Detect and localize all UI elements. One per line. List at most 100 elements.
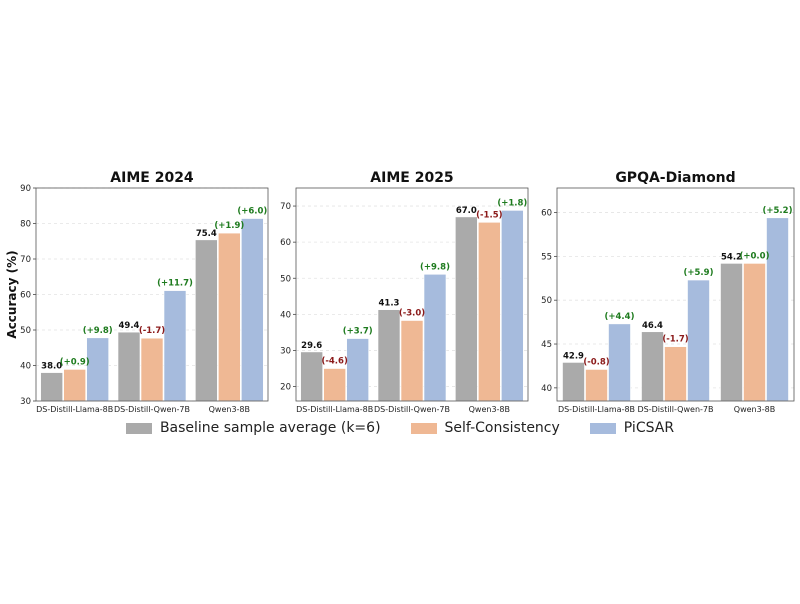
y-tick-label-2-0: 20 [280,383,291,393]
delta-label-2-self-consistency-2: (-3.0) [399,308,425,318]
delta-label-3-picsar-3: (+5.2) [763,206,793,216]
x-tick-label-2-3: Qwen3-8B [469,405,510,414]
x-tick-label-3-1: DS-Distill-Llama-8B [558,405,635,414]
bar-2-picsar-2 [423,273,447,402]
legend: Baseline sample average (k=6) Self-Consi… [0,416,800,440]
bar-3-self-consistency-1 [585,369,608,402]
y-tick-label-2-4: 60 [280,238,291,248]
delta-label-2-picsar-1: (+3.7) [343,327,373,337]
bar-2-baseline-2 [377,309,401,402]
bar-3-picsar-1 [608,323,631,402]
y-axis-label: Accuracy (%) [5,250,19,338]
legend-swatch-baseline [125,422,152,434]
y-tick-label-1-6: 90 [20,184,31,194]
legend-item-baseline: Baseline sample average (k=6) [125,420,381,436]
bar-3-picsar-3 [766,217,789,402]
y-tick-label-1-1: 40 [20,362,31,372]
y-tick-label-2-3: 50 [280,274,291,284]
value-label-1-2: 49.4 [119,321,140,331]
bar-1-picsar-3 [241,218,264,402]
bar-3-self-consistency-2 [664,346,687,402]
delta-label-1-self-consistency-1: (+0.9) [60,357,90,367]
delta-label-3-self-consistency-2: (-1.7) [662,335,688,345]
bar-3-baseline-1 [562,362,585,402]
delta-label-1-picsar-2: (+11.7) [157,279,193,289]
value-label-1-1: 38.0 [41,362,62,372]
y-tick-label-3-0: 40 [541,384,552,394]
bar-1-picsar-2 [163,290,187,402]
y-tick-label-1-4: 70 [20,255,31,265]
y-tick-label-3-1: 45 [541,340,552,350]
value-label-3-3: 54.2 [721,252,742,262]
bar-1-baseline-1 [40,372,63,402]
y-tick-label-2-1: 30 [280,346,291,356]
delta-label-1-self-consistency-2: (-1.7) [139,326,165,336]
legend-swatch-self-consistency [410,422,437,434]
y-tick-label-1-5: 80 [20,220,31,230]
delta-label-2-self-consistency-3: (-1.5) [476,210,502,220]
y-tick-label-3-3: 55 [541,252,552,262]
y-tick-label-3-2: 50 [541,296,552,306]
bar-1-self-consistency-1 [63,369,86,402]
value-label-2-1: 29.6 [301,341,322,351]
value-label-1-3: 75.4 [196,229,217,239]
delta-label-3-picsar-2: (+5.9) [684,268,714,278]
bar-1-baseline-2 [117,331,141,402]
y-tick-label-1-3: 60 [20,291,31,301]
legend-item-self-consistency: Self-Consistency [410,420,560,436]
x-tick-label-3-2: DS-Distill-Qwen-7B [638,405,714,414]
panel-title-2: AIME 2025 [370,170,453,186]
x-tick-label-3-3: Qwen3-8B [734,405,775,414]
delta-label-1-self-consistency-3: (+1.9) [214,221,244,231]
legend-label-baseline: Baseline sample average (k=6) [159,420,381,436]
panel-frame-1 [35,187,269,402]
bar-1-picsar-1 [86,337,109,402]
bar-2-self-consistency-3 [478,221,501,402]
x-tick-label-2-1: DS-Distill-Llama-8B [296,405,373,414]
bar-1-self-consistency-3 [218,232,241,402]
bar-1-baseline-3 [195,239,218,402]
delta-label-2-self-consistency-1: (-4.6) [321,357,347,367]
value-label-3-2: 46.4 [642,321,663,331]
x-tick-label-1-3: Qwen3-8B [209,405,250,414]
panel-frame-3 [556,187,795,402]
y-tick-label-1-0: 30 [20,397,31,407]
y-tick-label-2-5: 70 [280,202,291,212]
legend-label-self-consistency: Self-Consistency [444,420,560,436]
value-label-2-2: 41.3 [379,299,400,309]
delta-label-2-picsar-3: (+1.8) [497,198,527,208]
delta-label-3-picsar-1: (+4.4) [605,312,635,322]
panel-title-1: AIME 2024 [110,170,194,186]
value-label-2-3: 67.0 [456,206,477,216]
y-tick-label-3-4: 60 [541,209,552,219]
delta-label-3-self-consistency-3: (+0.0) [740,251,770,261]
bar-3-self-consistency-3 [743,263,766,402]
bar-1-self-consistency-2 [140,337,164,402]
legend-label-picsar: PiCSAR [623,420,675,436]
panel-title-3: GPQA-Diamond [615,170,735,186]
legend-swatch-picsar [589,422,616,434]
bar-2-picsar-3 [501,210,524,402]
panel-frame-2 [295,187,529,402]
delta-label-1-picsar-3: (+6.0) [237,207,267,217]
bar-2-self-consistency-2 [400,320,424,402]
bar-2-picsar-1 [346,338,369,402]
y-tick-label-2-2: 40 [280,310,291,320]
bar-3-baseline-2 [641,331,664,402]
bar-3-baseline-3 [720,263,743,402]
bar-3-picsar-2 [687,279,710,402]
x-tick-label-2-2: DS-Distill-Qwen-7B [374,405,450,414]
x-tick-label-1-1: DS-Distill-Llama-8B [36,405,113,414]
value-label-3-1: 42.9 [563,351,584,361]
delta-label-2-picsar-2: (+9.8) [420,262,450,272]
bar-2-baseline-1 [300,351,323,402]
y-tick-label-1-2: 50 [20,326,31,336]
bar-2-baseline-3 [455,216,478,402]
legend-item-picsar: PiCSAR [589,420,675,436]
x-tick-label-1-2: DS-Distill-Qwen-7B [114,405,190,414]
delta-label-3-self-consistency-1: (-0.8) [583,357,609,367]
bar-2-self-consistency-1 [323,368,346,402]
delta-label-1-picsar-1: (+9.8) [83,326,113,336]
